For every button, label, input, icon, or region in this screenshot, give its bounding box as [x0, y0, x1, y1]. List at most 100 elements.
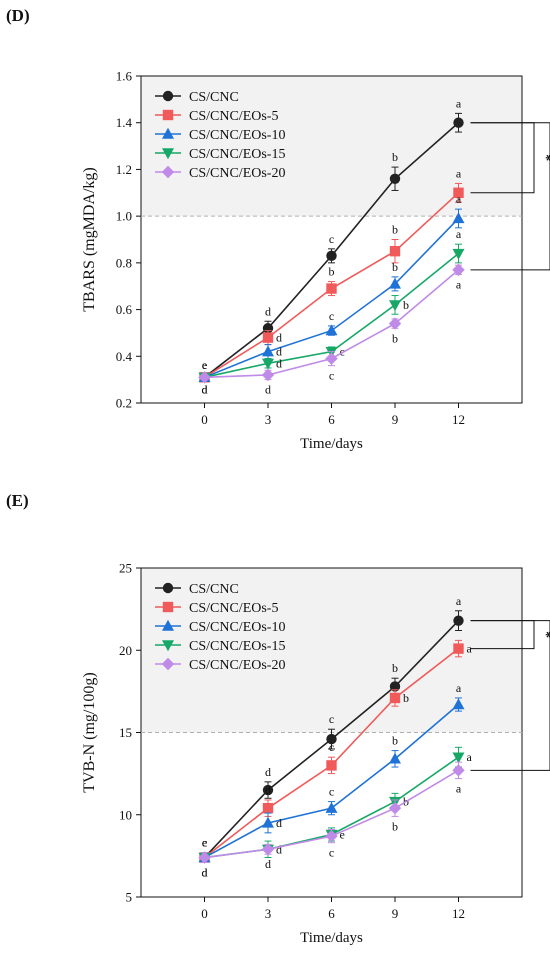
- data-point: [389, 245, 401, 257]
- data-point: [262, 332, 274, 343]
- significance-letter: b: [392, 661, 398, 675]
- x-tick-label: 0: [201, 906, 208, 921]
- significance-letter: a: [456, 594, 462, 608]
- significance-letter: a: [467, 642, 473, 656]
- significance-letter: d: [265, 857, 271, 871]
- significance-letter: a: [456, 96, 462, 110]
- y-tick-label: 20: [119, 643, 132, 658]
- data-point: [389, 692, 401, 704]
- legend-label: CS/CNC/EOs-15: [189, 147, 285, 162]
- data-point: [389, 300, 401, 312]
- significance-letter: d: [276, 842, 282, 856]
- series-CS/CNC/EOs-5: e d b b a: [199, 166, 464, 383]
- legend-marker: [162, 582, 174, 594]
- significance-letter: d: [276, 331, 282, 345]
- data-point: [326, 283, 337, 294]
- data-point: [262, 784, 274, 796]
- significance-letter: b: [329, 265, 335, 279]
- y-tick-label: 5: [126, 890, 133, 905]
- panel-label-d: (D): [6, 6, 30, 25]
- y-axis-label: TBARS (mgMDA/kg): [81, 167, 98, 311]
- significance-letter: d: [202, 383, 208, 397]
- y-tick-label: 0.8: [116, 255, 132, 270]
- significance-letter: a: [467, 750, 473, 764]
- data-point: [452, 764, 465, 777]
- significance-letter: d: [276, 356, 282, 370]
- significance-letter: d: [276, 816, 282, 830]
- data-point: [262, 345, 274, 357]
- significance-star: *: [538, 631, 550, 638]
- legend-marker: [161, 657, 175, 671]
- significance-letter: b: [392, 260, 398, 274]
- y-tick-label: 1.2: [116, 162, 132, 177]
- data-point: [452, 263, 465, 277]
- significance-letter: b: [392, 734, 398, 748]
- x-tick-label: 6: [328, 412, 335, 427]
- significance-letter: d: [202, 383, 208, 397]
- legend-label: CS/CNC: [189, 90, 239, 105]
- x-axis-label: Time/days: [300, 930, 363, 946]
- legend-marker: [162, 619, 174, 631]
- significance-letter: c: [329, 369, 334, 383]
- significance-letter: d: [202, 865, 208, 879]
- data-point: [262, 816, 274, 828]
- legend: CS/CNC CS/CNC/EOs-5 CS/CNC/EOs-10 CS/CNC/EO…: [155, 582, 285, 673]
- significance-letter: b: [403, 298, 409, 312]
- significance-letter: c: [202, 836, 207, 850]
- significance-letter: a: [456, 278, 462, 292]
- data-point: [262, 358, 274, 370]
- legend-label: CS/CNC/EOs-5: [189, 109, 278, 124]
- legend-label: CS/CNC/EOs-10: [189, 128, 285, 143]
- legend-marker: [161, 165, 175, 179]
- significance-letter: c: [329, 712, 334, 726]
- significance-star: *: [538, 154, 550, 161]
- significance-letter: d: [265, 383, 271, 397]
- y-tick-label: 0.4: [116, 349, 133, 364]
- data-point: [262, 802, 274, 814]
- legend-label: CS/CNC/EOs-10: [189, 620, 285, 635]
- chart-panel-d: (D) 0.2 0.4 0.6 0.8 1.0 1.2 1.4 1.6 0 3 6 9 12 Time/d…: [0, 0, 550, 470]
- data-point: [389, 277, 401, 289]
- data-point: [326, 760, 337, 771]
- significance-letter: d: [276, 345, 282, 359]
- x-tick-label: 12: [452, 412, 465, 427]
- significance-letter: c: [329, 785, 334, 799]
- legend-marker: [162, 109, 174, 121]
- significance-letter: b: [392, 150, 398, 164]
- panel-label-e: (E): [6, 491, 29, 510]
- significance-letter: e: [340, 827, 345, 841]
- data-point: [388, 317, 402, 330]
- legend-marker: [162, 601, 174, 613]
- x-tick-label: 3: [265, 906, 272, 921]
- x-axis-label: Time/days: [300, 436, 363, 452]
- data-point: [452, 752, 465, 764]
- y-tick-label: 15: [119, 725, 132, 740]
- significance-bracket: [470, 122, 550, 271]
- significance-letter: c: [329, 309, 334, 323]
- significance-letter: b: [392, 223, 398, 237]
- significance-bracket: [470, 620, 550, 771]
- data-point: [326, 733, 337, 745]
- x-tick-label: 12: [452, 906, 465, 921]
- legend-marker: [162, 127, 174, 139]
- legend-marker: [162, 90, 174, 102]
- x-tick-label: 3: [265, 412, 272, 427]
- significance-letter: a: [456, 227, 462, 241]
- legend-label: CS/CNC/EOs-20: [189, 658, 285, 673]
- data-point: [389, 173, 401, 184]
- significance-letter: c: [329, 740, 334, 754]
- x-tick-label: 9: [392, 412, 399, 427]
- significance-letter: a: [456, 166, 462, 180]
- significance-letter: a: [456, 192, 462, 206]
- legend-marker: [162, 148, 174, 160]
- data-point: [453, 615, 464, 626]
- significance-letter: d: [265, 765, 271, 779]
- y-tick-label: 0.2: [116, 396, 132, 411]
- data-point: [326, 250, 337, 262]
- data-point: [389, 681, 401, 692]
- data-point: [452, 698, 465, 710]
- significance-letter: a: [456, 681, 462, 695]
- significance-letter: b: [392, 331, 398, 345]
- legend-label: CS/CNC/EOs-20: [189, 166, 285, 181]
- chart-panel-e: (E) 5 10 15 20 25 0 3 6 9 12 Time/days TVB-N (mg/10…: [0, 485, 550, 953]
